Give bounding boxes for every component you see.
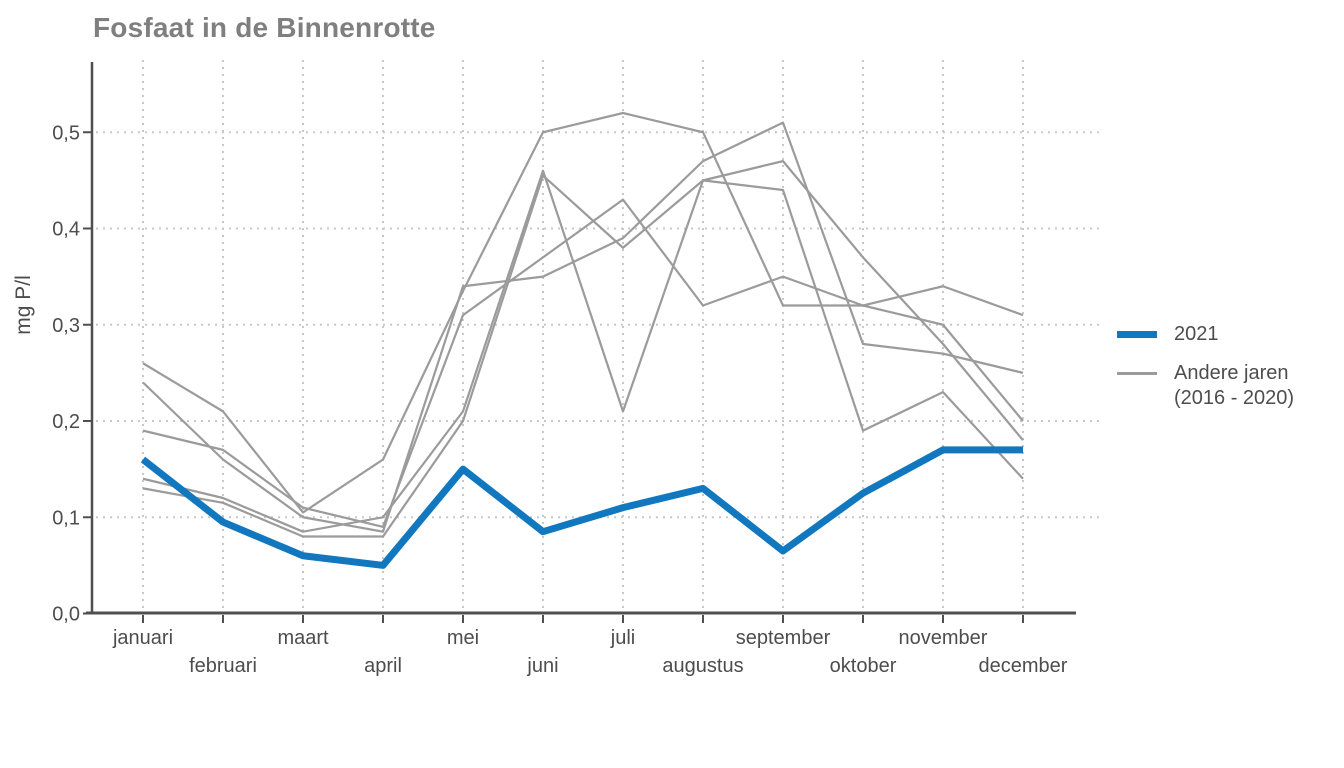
x-tick-label: juli <box>610 627 635 649</box>
gridlines <box>96 60 1100 609</box>
x-tick-label: mei <box>447 627 479 649</box>
series-line-andere-jaren <box>142 198 1024 528</box>
x-tick-label: juni <box>526 655 558 677</box>
legend-line-swatch-2021 <box>1117 331 1157 338</box>
legend: 2021 Andere jaren (2016 - 2020) <box>1117 322 1294 425</box>
y-tick-label: 0,2 <box>52 411 80 433</box>
x-tick-label: maart <box>277 627 329 649</box>
y-axis-title: mg P/l <box>12 275 35 335</box>
legend-line-swatch-andere-jaren <box>1117 372 1157 375</box>
series-lines <box>140 111 1024 569</box>
y-axis-ticks: 0,0 0,1 0,2 0,3 0,4 0,5 <box>52 122 91 626</box>
series-line-andere-jaren <box>142 174 1024 538</box>
x-tick-label: april <box>364 655 402 677</box>
x-tick-label: februari <box>189 655 257 677</box>
series-line-2021 <box>140 446 1023 569</box>
series-line-andere-jaren <box>142 121 1024 533</box>
x-tick-label: november <box>899 627 988 649</box>
legend-label-2021: 2021 <box>1174 323 1219 345</box>
y-tick-label: 0,1 <box>52 507 80 529</box>
series-line-andere-jaren <box>142 160 1024 533</box>
legend-label-andere-jaren: Andere jaren (2016 - 2020) <box>1174 361 1294 411</box>
x-tick-label: januari <box>112 627 173 649</box>
legend-item-2021: 2021 <box>1117 322 1294 347</box>
x-tick-label: augustus <box>662 655 743 677</box>
legend-item-andere-jaren: Andere jaren (2016 - 2020) <box>1117 361 1294 411</box>
x-axis-ticks: januari februari maart april mei juni juli augu… <box>112 615 1068 677</box>
x-tick-label: oktober <box>830 655 897 677</box>
y-tick-label: 0,5 <box>52 122 80 144</box>
legend-label-andere-jaren-line2: (2016 - 2020) <box>1174 387 1295 409</box>
y-tick-label: 0,0 <box>52 604 80 626</box>
x-tick-label: december <box>979 655 1068 677</box>
chart-title: Fosfaat in de Binnenrotte <box>93 12 436 43</box>
y-tick-label: 0,3 <box>52 315 80 337</box>
y-tick-label: 0,4 <box>52 219 80 241</box>
legend-label-andere-jaren-line1: Andere jaren <box>1174 362 1289 384</box>
axes <box>86 62 1076 615</box>
series-line-andere-jaren <box>142 111 1024 514</box>
x-tick-label: september <box>736 627 831 649</box>
